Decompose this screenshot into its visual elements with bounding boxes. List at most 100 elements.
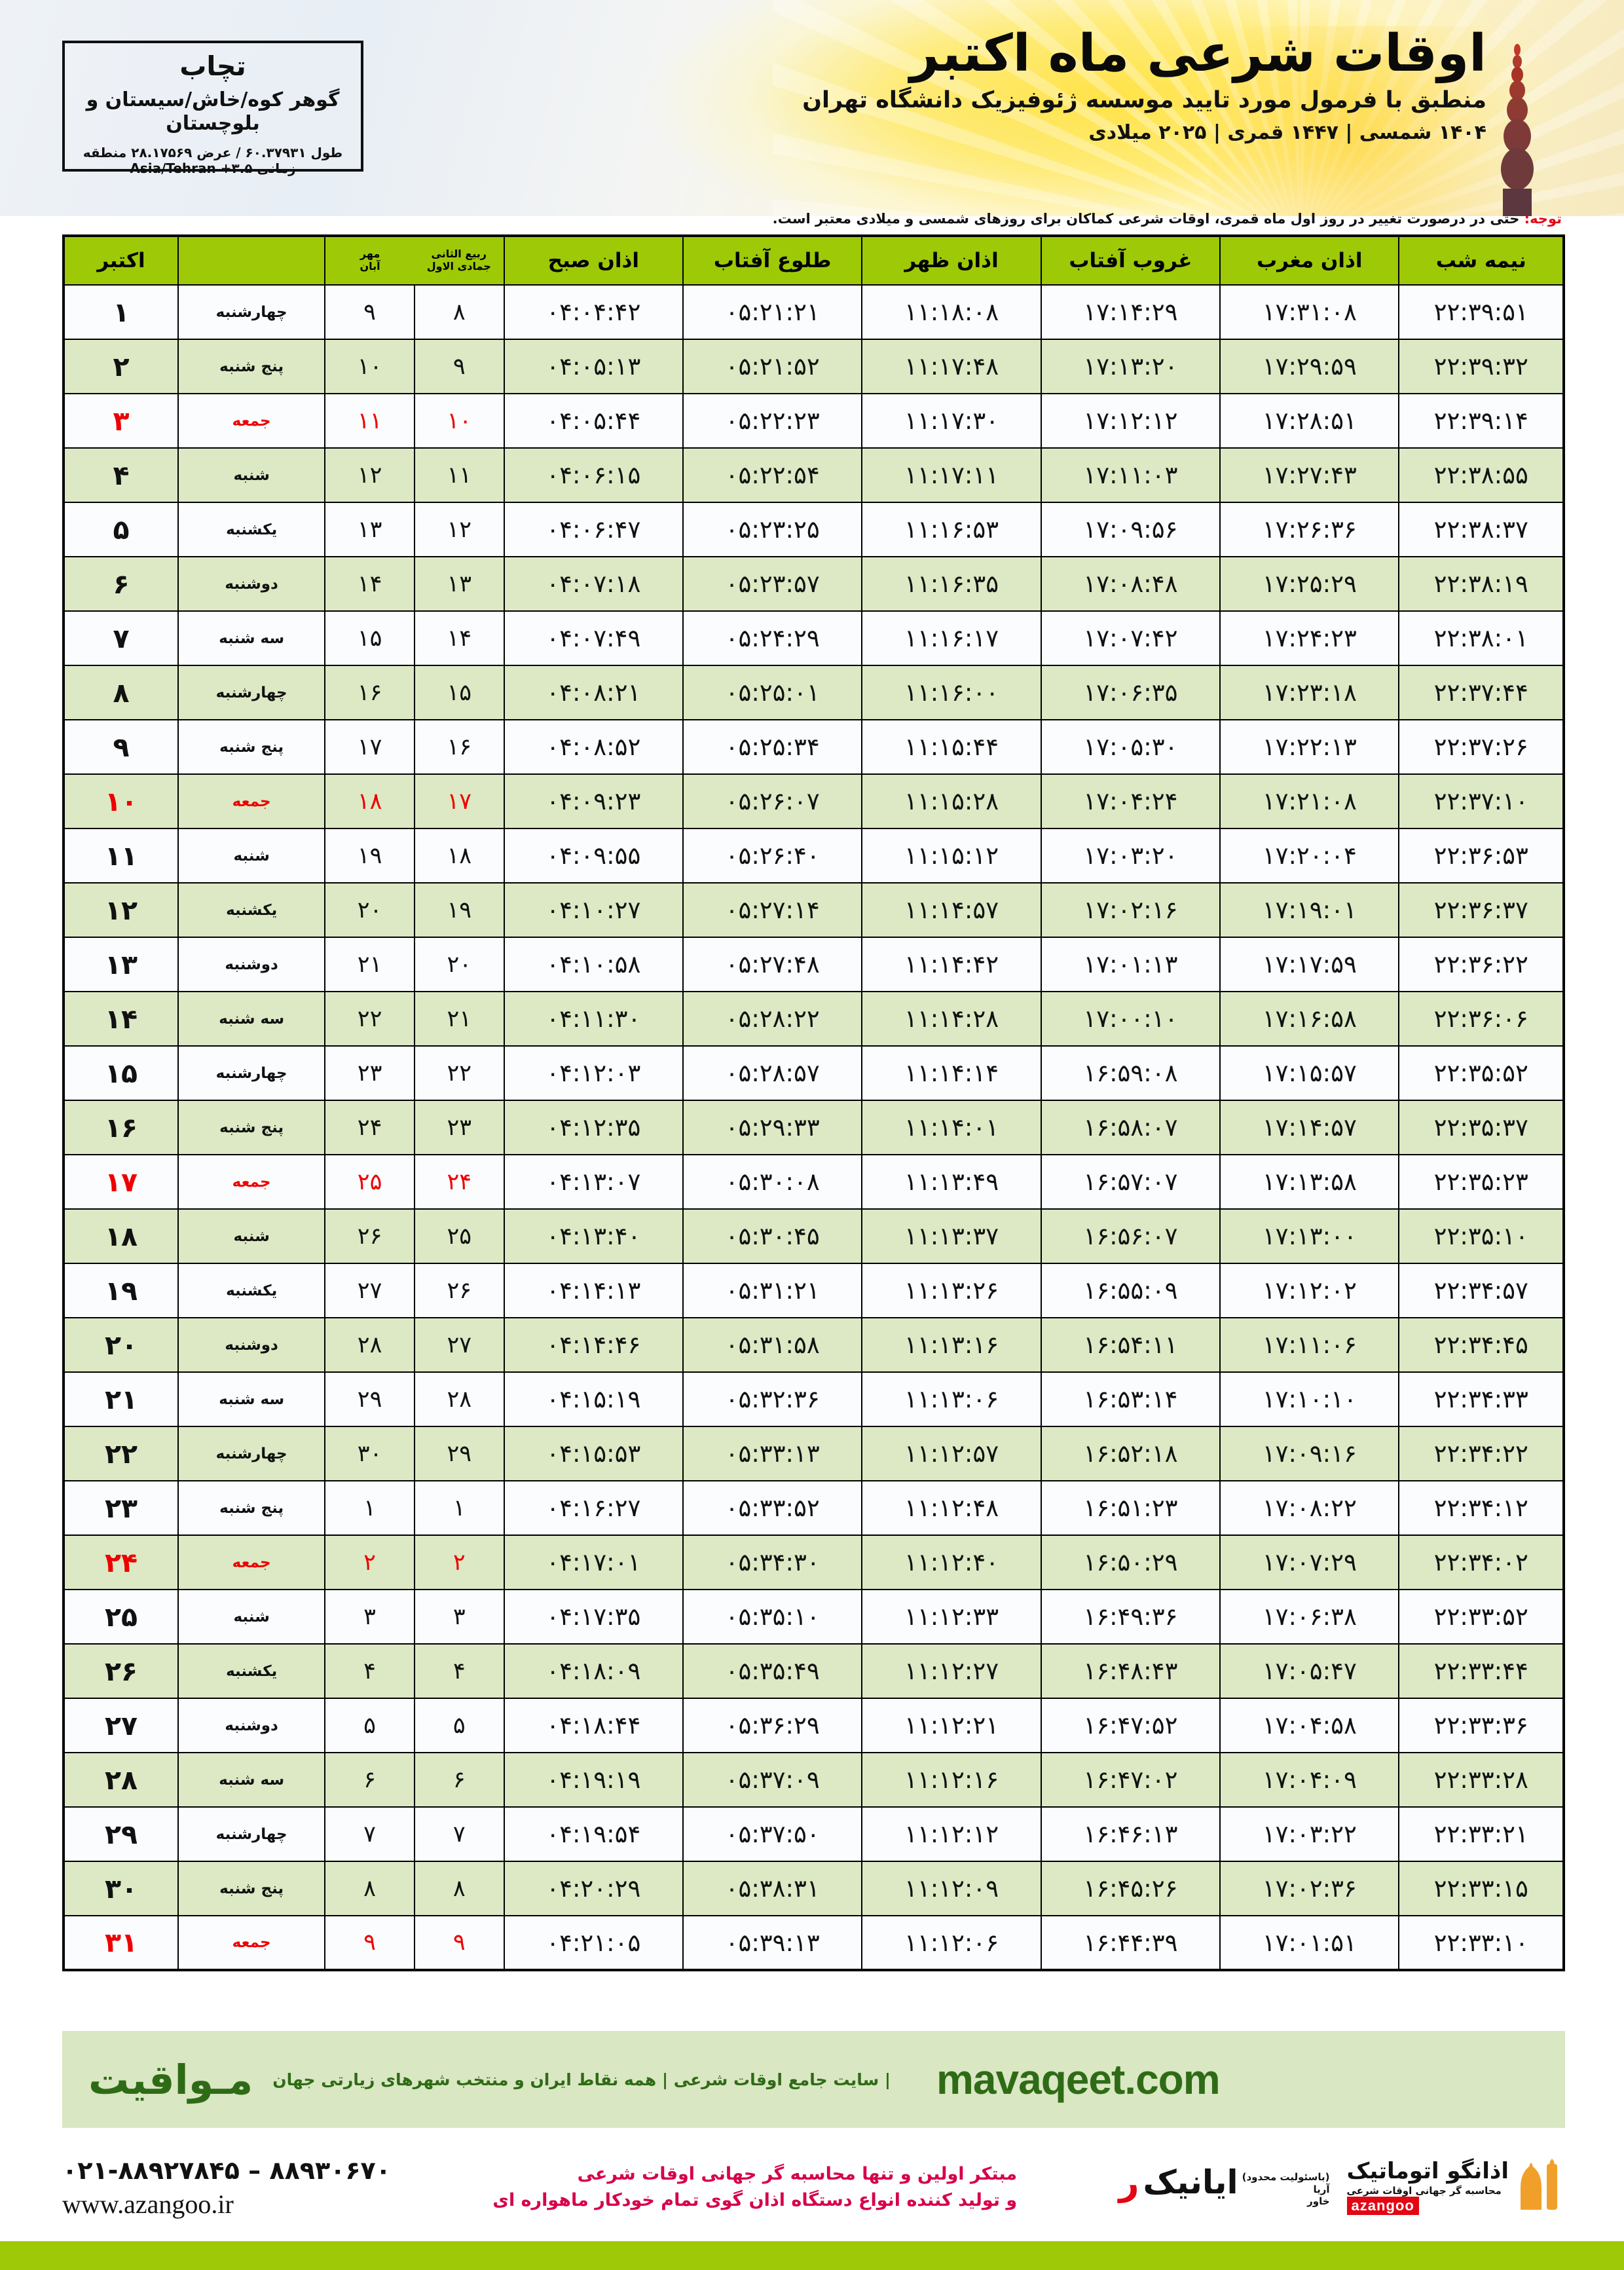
cell-hijri-day: ۲۰: [413, 937, 505, 992]
cell-dhuhr: ۱۱:۱۳:۲۶: [861, 1263, 1042, 1318]
cell-maghrib: ۱۷:۳۱:۰۸: [1219, 284, 1400, 340]
cell-fajr: ۰۴:۰۶:۱۵: [503, 447, 684, 503]
cell-fajr: ۰۴:۱۰:۵۸: [503, 937, 684, 992]
cell-sunrise: ۰۵:۲۹:۳۳: [682, 1100, 863, 1155]
cell-midnight: ۲۲:۳۳:۱۰: [1398, 1915, 1564, 1971]
cell-sunset: ۱۷:۰۳:۲۰: [1040, 828, 1221, 884]
cell-weekday: سه شنبه: [177, 610, 326, 666]
cell-sunrise: ۰۵:۲۲:۲۳: [682, 393, 863, 449]
cell-fajr: ۰۴:۰۵:۱۳: [503, 339, 684, 394]
cell-sunset: ۱۷:۰۲:۱۶: [1040, 882, 1221, 938]
table-row: ۲۲:۳۸:۰۱ ۱۷:۲۴:۲۳ ۱۷:۰۷:۴۲ ۱۱:۱۶:۱۷ ۰۵:۲۴:۲۹…: [62, 610, 1564, 666]
footer-website[interactable]: www.azangoo.ir: [62, 2189, 234, 2219]
cell-sunrise: ۰۵:۲۱:۵۲: [682, 339, 863, 394]
cell-midnight: ۲۲:۳۶:۰۶: [1398, 991, 1564, 1047]
year-line: ۱۴۰۴ شمسی | ۱۴۴۷ قمری | ۲۰۲۵ میلادی: [1088, 121, 1486, 145]
cell-maghrib: ۱۷:۱۳:۵۸: [1219, 1154, 1400, 1210]
cell-gregorian-day: ۱۲: [62, 882, 179, 938]
brand-tagline: | سایت جامع اوقات شرعی | همه نقاط ایران …: [272, 2070, 891, 2089]
header-banner: اوقات شرعی ماه اکتبر منطبق با فرمول مورد…: [0, 0, 1624, 216]
table-row: ۲۲:۳۵:۳۷ ۱۷:۱۴:۵۷ ۱۶:۵۸:۰۷ ۱۱:۱۴:۰۱ ۰۵:۲۹:۳۳…: [62, 1100, 1564, 1155]
cell-gregorian-day: ۲۰: [62, 1317, 179, 1373]
cell-hijri-day: ۹: [413, 1915, 505, 1971]
cell-sunset: ۱۶:۴۷:۰۲: [1040, 1752, 1221, 1808]
cell-dhuhr: ۱۱:۱۲:۳۳: [861, 1589, 1042, 1645]
cell-maghrib: ۱۷:۱۵:۵۷: [1219, 1045, 1400, 1101]
cell-weekday: جمعه: [177, 1915, 326, 1971]
cell-hijri-day: ۲۶: [413, 1263, 505, 1318]
cell-hijri-day: ۱۷: [413, 773, 505, 829]
cell-maghrib: ۱۷:۰۵:۴۷: [1219, 1643, 1400, 1699]
prayer-times-table-wrap: نیمه شب اذان مغرب غروب آفتاب اذان ظهر طل…: [62, 234, 1565, 1971]
cell-gregorian-day: ۲۵: [62, 1589, 179, 1645]
cell-sunrise: ۰۵:۲۱:۲۱: [682, 284, 863, 340]
brand-website-url[interactable]: mavaqeet.com: [936, 2056, 1221, 2103]
cell-dhuhr: ۱۱:۱۵:۱۲: [861, 828, 1042, 884]
cell-maghrib: ۱۷:۲۰:۰۴: [1219, 828, 1400, 884]
cell-midnight: ۲۲:۳۴:۰۲: [1398, 1535, 1564, 1590]
cell-maghrib: ۱۷:۰۷:۲۹: [1219, 1535, 1400, 1590]
cell-hijri-day: ۲۱: [413, 991, 505, 1047]
cell-fajr: ۰۴:۱۶:۲۷: [503, 1480, 684, 1536]
cell-dhuhr: ۱۱:۱۵:۴۴: [861, 719, 1042, 775]
cell-maghrib: ۱۷:۰۹:۱۶: [1219, 1426, 1400, 1481]
table-row: ۲۲:۳۹:۳۲ ۱۷:۲۹:۵۹ ۱۷:۱۳:۲۰ ۱۱:۱۷:۴۸ ۰۵:۲۱:۵۲…: [62, 339, 1564, 394]
cell-weekday: چهارشنبه: [177, 1045, 326, 1101]
footer-slogan: مبتکر اولین و تنها محاسبه گر جهانی اوقات…: [492, 2161, 1017, 2214]
rayanik-logo[interactable]: (باسئولیت محدود) آریا خاور ایانیک ر: [1118, 2165, 1330, 2208]
cell-hijri-day: ۲۳: [413, 1100, 505, 1155]
cell-sunset: ۱۶:۵۷:۰۷: [1040, 1154, 1221, 1210]
cell-dhuhr: ۱۱:۱۴:۰۱: [861, 1100, 1042, 1155]
cell-sunrise: ۰۵:۳۹:۱۳: [682, 1915, 863, 1971]
cell-weekday: شنبه: [177, 1208, 326, 1264]
cell-solar-day: ۱۷: [324, 719, 415, 775]
cell-sunrise: ۰۵:۳۲:۳۶: [682, 1371, 863, 1427]
cell-maghrib: ۱۷:۱۳:۰۰: [1219, 1208, 1400, 1264]
cell-maghrib: ۱۷:۱۴:۵۷: [1219, 1100, 1400, 1155]
cell-fajr: ۰۴:۱۳:۴۰: [503, 1208, 684, 1264]
cell-sunset: ۱۷:۰۰:۱۰: [1040, 991, 1221, 1047]
cell-solar-day: ۶: [324, 1752, 415, 1808]
cell-solar-day: ۱: [324, 1480, 415, 1536]
cell-solar-day: ۱۳: [324, 502, 415, 557]
cell-gregorian-day: ۱۶: [62, 1100, 179, 1155]
cell-fajr: ۰۴:۱۷:۳۵: [503, 1589, 684, 1645]
cell-dhuhr: ۱۱:۱۳:۳۷: [861, 1208, 1042, 1264]
cell-solar-day: ۲۲: [324, 991, 415, 1047]
footer-slogan-line1: مبتکر اولین و تنها محاسبه گر جهانی اوقات…: [577, 2163, 1018, 2184]
cell-solar-day: ۲۷: [324, 1263, 415, 1318]
cell-solar-day: ۱۹: [324, 828, 415, 884]
col-header-solar-top: مهر: [360, 248, 380, 261]
footer-phone: ۰۲۱-۸۸۹۲۷۸۴۵ – ۸۸۹۳۰۶۷۰: [62, 2155, 391, 2185]
cell-solar-day: ۱۸: [324, 773, 415, 829]
cell-gregorian-day: ۳۰: [62, 1861, 179, 1916]
cell-solar-day: ۱۱: [324, 393, 415, 449]
cell-weekday: شنبه: [177, 1589, 326, 1645]
azangoo-logo[interactable]: اذانگو اتوماتیک محاسبه گر جهانی اوقات شر…: [1346, 2157, 1565, 2218]
col-header-hijri-top: ربیع الثانی: [431, 248, 487, 261]
rayanik-side-3: خاور: [1307, 2195, 1330, 2208]
cell-dhuhr: ۱۱:۱۷:۱۱: [861, 447, 1042, 503]
col-header-hijri-solar: ربیع الثانی مهر جمادی الاول آبان: [324, 235, 505, 286]
cell-solar-day: ۲۱: [324, 937, 415, 992]
table-row: ۲۲:۳۶:۰۶ ۱۷:۱۶:۵۸ ۱۷:۰۰:۱۰ ۱۱:۱۴:۲۸ ۰۵:۲۸:۲۲…: [62, 991, 1564, 1047]
cell-sunrise: ۰۵:۲۵:۰۱: [682, 665, 863, 720]
location-region: گوهر کوه/خاش/سیستان و بلوچستان: [86, 88, 340, 136]
cell-fajr: ۰۴:۰۷:۴۹: [503, 610, 684, 666]
location-city: تچاب: [179, 50, 246, 82]
table-row: ۲۲:۳۹:۱۴ ۱۷:۲۸:۵۱ ۱۷:۱۲:۱۲ ۱۱:۱۷:۳۰ ۰۵:۲۲:۲۳…: [62, 393, 1564, 449]
cell-sunset: ۱۶:۵۵:۰۹: [1040, 1263, 1221, 1318]
table-row: ۲۲:۳۳:۳۶ ۱۷:۰۴:۵۸ ۱۶:۴۷:۵۲ ۱۱:۱۲:۲۱ ۰۵:۳۶:۲۹…: [62, 1698, 1564, 1753]
cell-fajr: ۰۴:۱۵:۵۳: [503, 1426, 684, 1481]
cell-sunrise: ۰۵:۳۱:۲۱: [682, 1263, 863, 1318]
table-row: ۲۲:۳۵:۱۰ ۱۷:۱۳:۰۰ ۱۶:۵۶:۰۷ ۱۱:۱۳:۳۷ ۰۵:۳۰:۴۵…: [62, 1208, 1564, 1264]
table-row: ۲۲:۳۶:۵۳ ۱۷:۲۰:۰۴ ۱۷:۰۳:۲۰ ۱۱:۱۵:۱۲ ۰۵:۲۶:۴۰…: [62, 828, 1564, 884]
brand-name-fa: مـواقیت: [88, 2055, 253, 2104]
cell-solar-day: ۸: [324, 1861, 415, 1916]
cell-midnight: ۲۲:۳۴:۲۲: [1398, 1426, 1564, 1481]
cell-midnight: ۲۲:۳۳:۲۱: [1398, 1806, 1564, 1862]
cell-midnight: ۲۲:۳۴:۱۲: [1398, 1480, 1564, 1536]
cell-fajr: ۰۴:۰۹:۵۵: [503, 828, 684, 884]
cell-maghrib: ۱۷:۲۹:۵۹: [1219, 339, 1400, 394]
cell-fajr: ۰۴:۱۲:۳۵: [503, 1100, 684, 1155]
